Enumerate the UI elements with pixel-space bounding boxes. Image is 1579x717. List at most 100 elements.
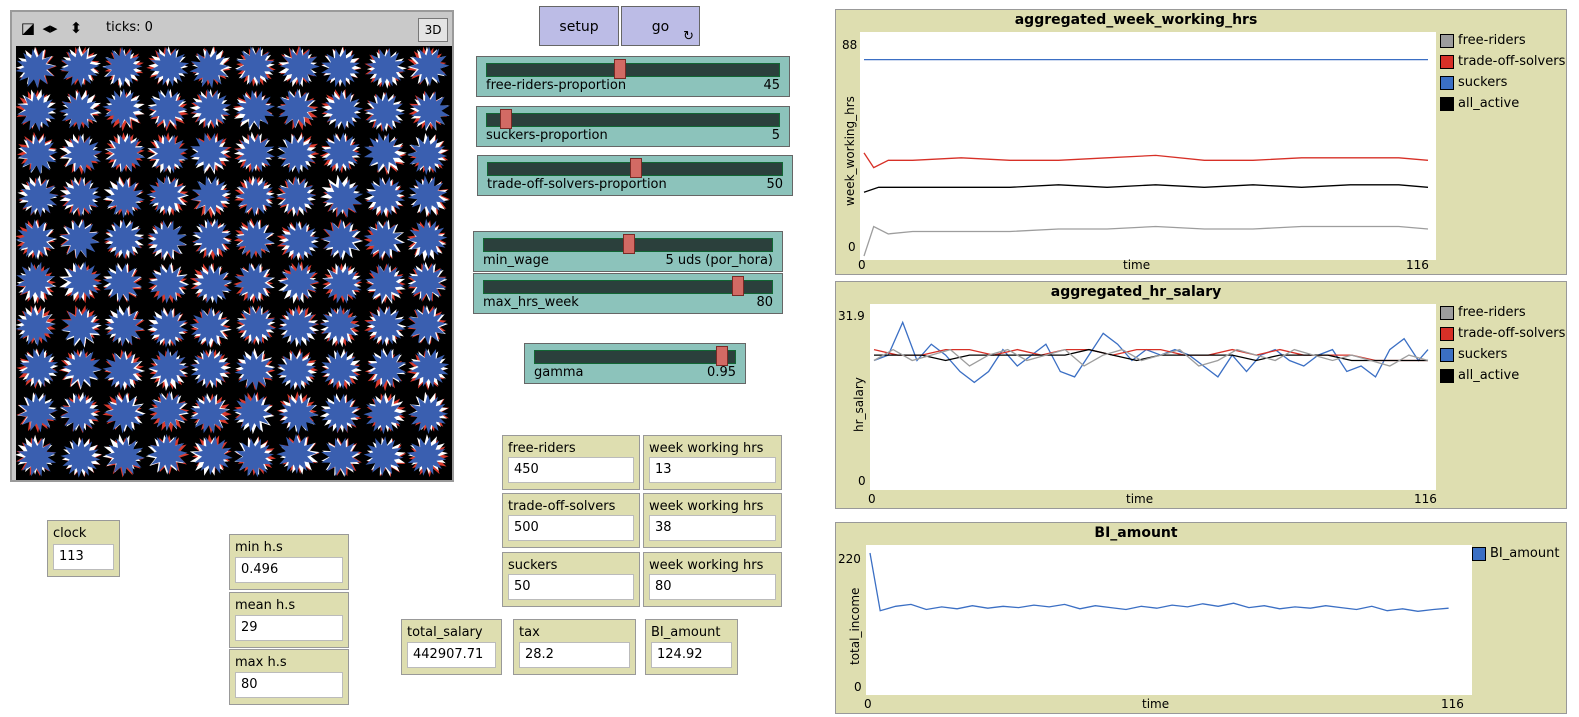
max-hs-monitor: max h.s 80 [229, 649, 349, 705]
world-toolbar: ◪ ◂▸ ⬍ ticks: 0 3D [12, 12, 452, 44]
agent-patch [16, 304, 56, 347]
go-button-label: go [651, 19, 670, 35]
agent-patch [147, 88, 189, 132]
suckers-proportion-slider[interactable]: suckers-proportion 5 [476, 106, 790, 147]
agent-shape [59, 91, 100, 131]
agent-shape [18, 134, 58, 175]
slider-label: max_hrs_week [483, 295, 579, 310]
agent-patch [102, 434, 145, 478]
agent-shape [60, 219, 100, 259]
agent-shape [235, 176, 276, 217]
x-axis-label: time [1142, 697, 1170, 711]
series-line-all_active [863, 184, 1429, 193]
slider-track [483, 280, 773, 294]
slider-thumb[interactable] [630, 158, 642, 178]
plot-title: aggregated_week_working_hrs [1014, 12, 1258, 28]
world-canvas[interactable] [16, 46, 452, 480]
agent-shape [62, 261, 103, 301]
slider-thumb[interactable] [623, 234, 635, 254]
week-working-hrs-plot: aggregated_week_working_hrs 88 0 0 116 t… [835, 9, 1567, 275]
arrows-horizontal-icon[interactable]: ◂▸ [42, 19, 58, 37]
plot-legend: BI_amount [1472, 543, 1559, 564]
agent-shape [234, 437, 274, 478]
agent-patch [321, 88, 363, 131]
agent-patch [59, 218, 100, 259]
agent-shape [19, 348, 59, 388]
agent-patch [59, 89, 102, 131]
legend-item: BI_amount [1472, 543, 1559, 564]
mean-hs-monitor: mean h.s 29 [229, 592, 349, 648]
slider-thumb[interactable] [500, 109, 513, 129]
agent-shape [234, 262, 273, 302]
agent-shape [407, 175, 448, 215]
agent-shape [102, 46, 143, 87]
agent-patch [407, 175, 451, 218]
legend-label: all_active [1458, 368, 1520, 383]
edit-icon[interactable]: ◪ [20, 19, 36, 37]
min-wage-slider[interactable]: min_wage 5 uds (por_hora) [473, 231, 783, 272]
legend-swatch [1440, 305, 1454, 320]
agent-patch [146, 174, 189, 216]
go-button[interactable]: go ↻ [621, 6, 700, 46]
agent-patch [365, 263, 406, 305]
agent-patch [60, 305, 102, 348]
agent-shape [406, 305, 447, 345]
setup-button[interactable]: setup [539, 6, 619, 46]
forever-icon: ↻ [683, 29, 694, 44]
agent-patch [16, 219, 58, 260]
slider-thumb[interactable] [613, 59, 626, 79]
agent-shape [278, 394, 319, 435]
monitor-label: tax [519, 625, 540, 640]
arrows-vertical-icon[interactable]: ⬍ [69, 19, 83, 37]
agent-shape [105, 178, 145, 219]
x-min-tick: 0 [858, 258, 866, 272]
agent-patch [189, 262, 233, 305]
slider-thumb[interactable] [732, 276, 745, 296]
agent-patch [235, 46, 276, 87]
legend-swatch [1440, 326, 1454, 341]
agent-patch [148, 390, 190, 433]
series-line-BI_amount [869, 552, 1449, 612]
3d-view-button[interactable]: 3D [418, 18, 448, 42]
agent-shape [16, 261, 56, 301]
agent-shape [106, 133, 146, 173]
slider-track [486, 113, 780, 127]
agent-shape [105, 436, 145, 477]
legend-swatch [1440, 368, 1454, 383]
agent-shape [319, 305, 360, 345]
agent-shape [276, 351, 316, 391]
agent-patch [58, 348, 103, 390]
legend-item: suckers [1440, 344, 1565, 365]
agent-patch [59, 391, 101, 434]
agent-patch [277, 46, 320, 88]
max-hrs-week-slider[interactable]: max_hrs_week 80 [473, 273, 783, 314]
trade-off-solvers-proportion-slider[interactable]: trade-off-solvers-proportion 50 [477, 155, 793, 196]
agent-patch [147, 307, 189, 348]
agent-shape [235, 89, 276, 130]
agent-patch [59, 176, 102, 217]
agent-patch [407, 261, 448, 302]
series-line-suckers [873, 320, 1429, 384]
agent-patch [364, 47, 407, 89]
agent-shape [62, 134, 103, 174]
monitor-label: week working hrs [649, 499, 764, 514]
free-riders-proportion-slider[interactable]: free-riders-proportion 45 [476, 56, 790, 97]
agent-shape [102, 350, 143, 391]
agent-patch [146, 132, 189, 174]
agent-patch [407, 132, 449, 176]
agent-patch [277, 261, 320, 304]
agent-patch [103, 218, 145, 260]
total-salary-monitor: total_salary 442907.71 [401, 619, 502, 675]
gamma-slider[interactable]: gamma 0.95 [524, 343, 746, 384]
agent-patch [406, 218, 448, 262]
agent-shape [406, 436, 447, 476]
agent-patch [102, 262, 143, 303]
x-min-tick: 0 [864, 697, 872, 711]
slider-label: trade-off-solvers-proportion [487, 177, 667, 192]
agent-patch [364, 347, 407, 392]
slider-thumb[interactable] [716, 346, 729, 366]
agent-shape [323, 264, 362, 304]
x-axis-label: time [1126, 492, 1154, 506]
agent-patch [59, 46, 101, 88]
agent-shape [409, 348, 450, 388]
